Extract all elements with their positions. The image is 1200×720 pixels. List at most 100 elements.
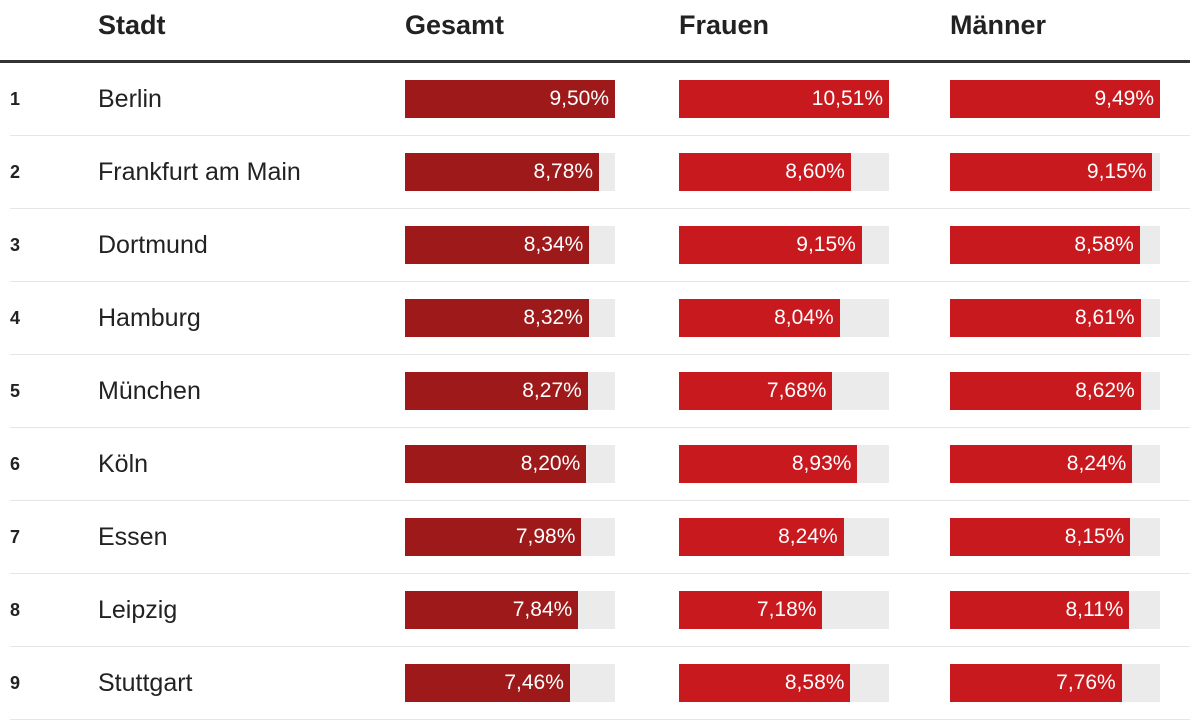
maenner-value-label: 8,62% [1075, 379, 1135, 402]
gesamt-bar: 7,46% [405, 664, 570, 702]
frauen-value-label: 7,18% [756, 598, 817, 621]
gesamt-bar-track: 8,27% [405, 372, 615, 410]
gesamt-value-label: 7,98% [515, 525, 576, 548]
table-header: Stadt Gesamt Frauen Männer [0, 0, 1190, 63]
table-row: 5 München 8,27% 7,68% 8,62% [10, 355, 1190, 428]
frauen-value-label: 8,04% [774, 306, 834, 329]
frauen-bar: 8,93% [679, 445, 858, 483]
gesamt-value-label: 8,20% [520, 452, 581, 475]
maenner-bar: 8,58% [950, 226, 1140, 264]
gesamt-bar-track: 7,98% [405, 518, 615, 556]
gesamt-value-label: 8,78% [533, 160, 594, 183]
rank: 9 [10, 673, 21, 693]
frauen-bar: 10,51% [679, 80, 889, 118]
frauen-bar-track: 8,04% [679, 299, 889, 337]
maenner-bar: 9,49% [950, 80, 1160, 118]
frauen-bar-track: 8,60% [679, 153, 889, 191]
frauen-value-label: 9,15% [796, 233, 856, 256]
gesamt-bar: 8,20% [405, 445, 587, 483]
maenner-bar-track: 8,58% [950, 226, 1160, 264]
frauen-bar: 8,58% [679, 664, 851, 702]
header-maenner: Männer [950, 10, 1047, 40]
gesamt-bar: 8,32% [405, 299, 589, 337]
rank: 1 [10, 89, 21, 109]
maenner-bar-track: 7,76% [950, 664, 1160, 702]
city-name: Essen [98, 523, 168, 551]
city-name: Köln [98, 450, 149, 478]
table-row: 8 Leipzig 7,84% 7,18% 8,11% [10, 574, 1190, 647]
maenner-value-label: 9,49% [1094, 87, 1154, 110]
maenner-value-label: 8,24% [1066, 452, 1127, 475]
city-name: Dortmund [98, 231, 208, 259]
frauen-value-label: 10,51% [811, 87, 883, 110]
gesamt-bar: 8,34% [405, 226, 590, 264]
maenner-bar: 8,15% [950, 518, 1131, 556]
maenner-bar-track: 8,61% [950, 299, 1160, 337]
gesamt-value-label: 8,34% [523, 233, 584, 256]
table-row: 3 Dortmund 8,34% 9,15% 8,58% [10, 209, 1190, 282]
frauen-bar-track: 8,58% [679, 664, 889, 702]
frauen-value-label: 8,93% [791, 452, 852, 475]
maenner-bar: 8,62% [950, 372, 1141, 410]
header-stadt: Stadt [98, 10, 166, 40]
frauen-bar-track: 10,51% [679, 80, 889, 118]
frauen-bar-track: 9,15% [679, 226, 889, 264]
gesamt-bar-track: 9,50% [405, 80, 615, 118]
frauen-bar-track: 7,68% [679, 372, 889, 410]
gesamt-bar: 9,50% [405, 80, 615, 118]
rank: 3 [10, 235, 21, 255]
gesamt-bar: 8,78% [405, 153, 600, 191]
frauen-bar-track: 7,18% [679, 591, 889, 629]
table-row: 7 Essen 7,98% 8,24% 8,15% [10, 501, 1190, 574]
gesamt-value-label: 8,27% [522, 379, 582, 402]
maenner-value-label: 8,15% [1064, 525, 1125, 548]
maenner-value-label: 8,58% [1074, 233, 1134, 256]
frauen-value-label: 8,60% [785, 160, 845, 183]
city-name: Hamburg [98, 304, 201, 332]
frauen-bar: 9,15% [679, 226, 862, 264]
maenner-bar-track: 8,11% [950, 591, 1160, 629]
maenner-value-label: 9,15% [1086, 160, 1147, 183]
maenner-value-label: 8,61% [1074, 306, 1135, 329]
header-frauen: Frauen [679, 10, 770, 40]
frauen-bar: 8,60% [679, 153, 851, 191]
gesamt-value-label: 7,84% [512, 598, 573, 621]
table-row: 6 Köln 8,20% 8,93% 8,24% [10, 428, 1190, 501]
gesamt-value-label: 8,32% [523, 306, 583, 329]
gesamt-bar-track: 7,46% [405, 664, 615, 702]
table-row: 9 Stuttgart 7,46% 8,58% 7,76% [10, 647, 1190, 720]
maenner-bar-track: 9,49% [950, 80, 1160, 118]
maenner-bar: 8,24% [950, 445, 1133, 483]
frauen-bar: 8,04% [679, 299, 840, 337]
gesamt-bar-track: 8,20% [405, 445, 615, 483]
maenner-value-label: 8,11% [1065, 598, 1124, 621]
frauen-value-label: 7,68% [766, 379, 827, 402]
gesamt-bar: 7,84% [405, 591, 579, 629]
city-name: Leipzig [98, 596, 178, 624]
rank: 4 [10, 308, 21, 328]
frauen-bar: 7,18% [679, 591, 823, 629]
rank: 8 [10, 600, 21, 620]
table-row: 1 Berlin 9,50% 10,51% 9,49% [10, 63, 1190, 136]
gesamt-bar: 8,27% [405, 372, 588, 410]
table-row: 2 Frankfurt am Main 8,78% 8,60% 9,15% [10, 136, 1190, 209]
frauen-bar-track: 8,24% [679, 518, 889, 556]
city-name: Berlin [98, 85, 162, 113]
rank: 2 [10, 162, 21, 182]
city-name: Frankfurt am Main [98, 158, 301, 186]
maenner-bar-track: 8,24% [950, 445, 1160, 483]
rank: 7 [10, 527, 21, 547]
frauen-bar: 7,68% [679, 372, 833, 410]
gesamt-value-label: 9,50% [549, 87, 609, 110]
city-name: München [98, 377, 201, 405]
table-row: 4 Hamburg 8,32% 8,04% 8,61% [10, 282, 1190, 355]
gesamt-bar: 7,98% [405, 518, 582, 556]
gesamt-bar-track: 8,34% [405, 226, 615, 264]
maenner-bar-track: 8,62% [950, 372, 1160, 410]
maenner-bar: 7,76% [950, 664, 1122, 702]
gesamt-bar-track: 8,32% [405, 299, 615, 337]
maenner-bar: 9,15% [950, 153, 1153, 191]
city-name: Stuttgart [98, 669, 193, 697]
gesamt-bar-track: 8,78% [405, 153, 615, 191]
frauen-value-label: 8,24% [778, 525, 838, 548]
